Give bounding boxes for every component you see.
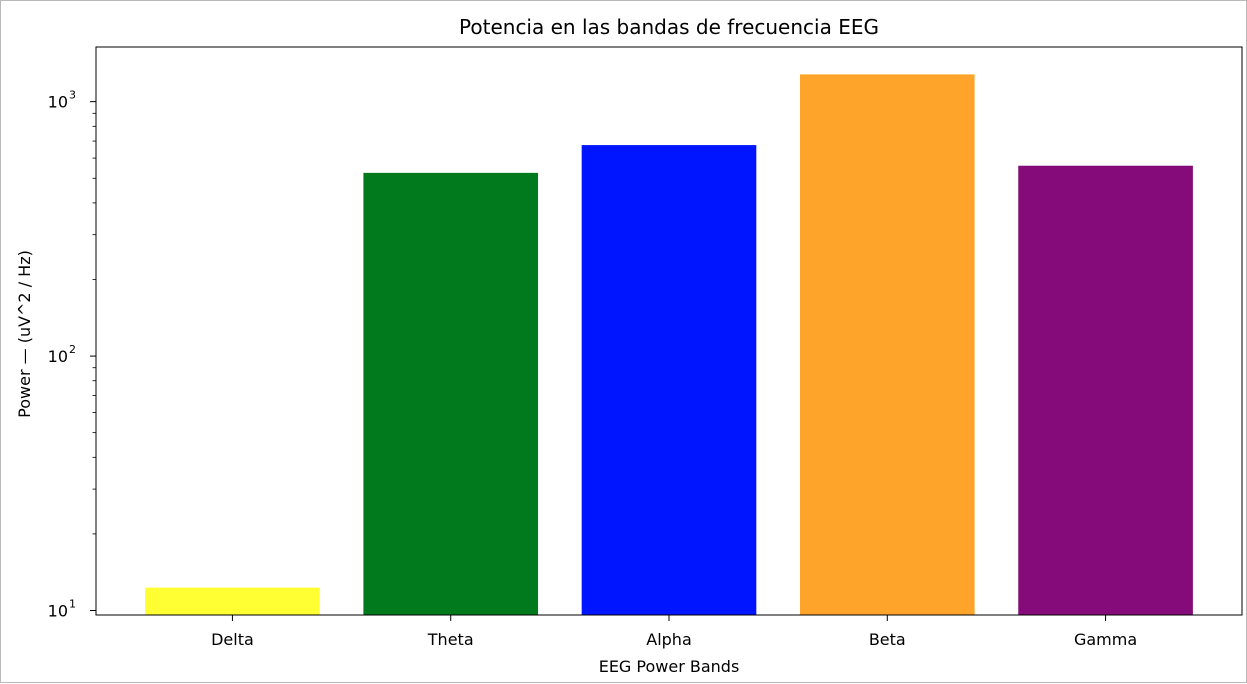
x-tick-label-delta: Delta (211, 630, 254, 649)
x-tick-label-alpha: Alpha (646, 630, 692, 649)
y-tick-label-exp-10: 1 (69, 597, 76, 610)
y-tick-label-10: 10 (48, 601, 68, 620)
y-tick-label-exp-100: 2 (69, 343, 76, 356)
bar-gamma (1018, 165, 1193, 615)
y-tick-label-1000: 10 (48, 93, 68, 112)
bar-delta (145, 587, 320, 615)
bar-theta (363, 172, 539, 616)
y-tick-label-100: 10 (48, 347, 68, 366)
chart-title: Potencia en las bandas de frecuencia EEG (459, 15, 879, 39)
x-tick-label-theta: Theta (427, 630, 474, 649)
axes-frame (95, 46, 1243, 616)
y-tick-label-exp-1000: 3 (69, 89, 76, 102)
y-axis-label: Power — (uV^2 / Hz) (15, 250, 34, 418)
x-tick-label-gamma: Gamma (1074, 630, 1137, 649)
x-axis-label: EEG Power Bands (599, 657, 740, 676)
x-tick-label-beta: Beta (869, 630, 906, 649)
bar-beta (799, 74, 975, 616)
bar-alpha (581, 145, 757, 615)
